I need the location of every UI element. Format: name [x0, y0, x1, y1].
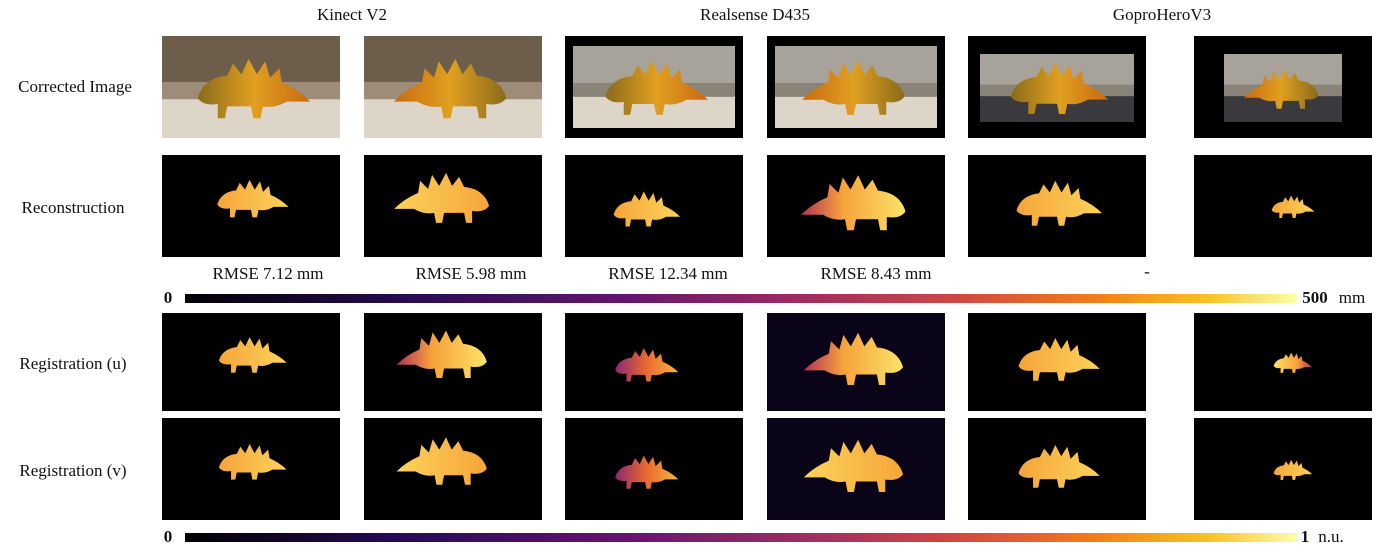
colorbar-max: 500	[1302, 288, 1328, 308]
colorbar-unit: n.u.	[1318, 527, 1344, 547]
rmse-label: -	[1144, 262, 1150, 282]
rmse-label: RMSE 5.98 mm	[416, 264, 527, 284]
depth-colorbar	[185, 294, 1297, 303]
image-tiles	[162, 36, 1372, 520]
colorbar-min: 0	[164, 288, 173, 308]
registration-colorbar	[185, 533, 1297, 542]
colorbar-max: 1	[1301, 527, 1310, 547]
column-header: Kinect V2	[317, 5, 387, 25]
row-label: Corrected Image	[10, 76, 140, 98]
figure: Kinect V2 Realsense D435 GoproHeroV3 Cor…	[0, 0, 1386, 552]
rmse-label: RMSE 7.12 mm	[213, 264, 324, 284]
colorbar-min: 0	[164, 527, 173, 547]
column-header: Realsense D435	[700, 5, 810, 25]
row-label: Registration (v)	[19, 461, 126, 481]
colorbar-unit: mm	[1339, 288, 1365, 308]
row-label: Registration (u)	[19, 354, 126, 374]
column-header: GoproHeroV3	[1113, 5, 1211, 25]
rmse-label: RMSE 12.34 mm	[608, 264, 728, 284]
rmse-label: RMSE 8.43 mm	[821, 264, 932, 284]
row-label: Reconstruction	[22, 198, 125, 218]
